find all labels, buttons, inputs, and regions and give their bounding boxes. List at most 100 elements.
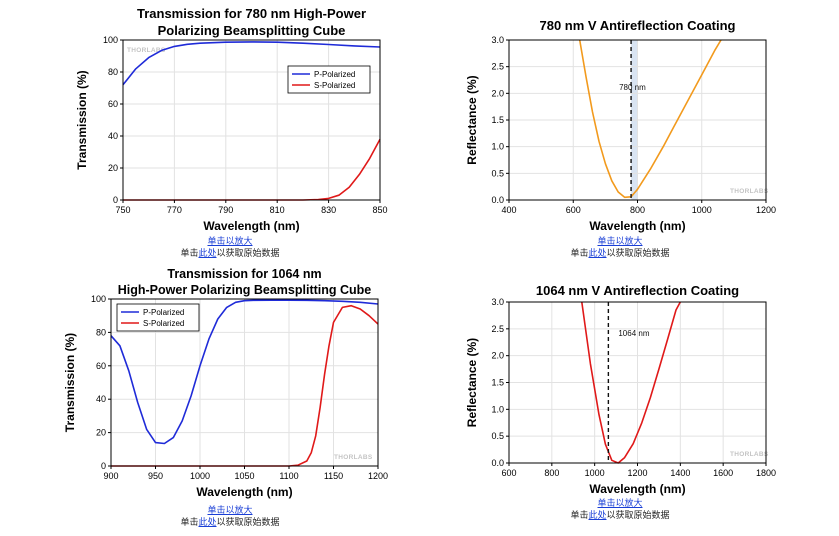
raw-data-link[interactable]: 此处 — [198, 249, 217, 259]
y-tick-label: 2.5 — [491, 324, 504, 334]
chart-title: Transmission for 780 nm High-Power — [137, 6, 366, 21]
chart-3: THORLABS 900 950 1000 1050 1100 1150 1200 0 20 40 6… — [63, 267, 388, 499]
legend-box — [287, 65, 371, 94]
y-tick-label: 0.5 — [491, 431, 504, 441]
legend: P-Polarized S-Polarized — [116, 303, 200, 332]
legend-box — [116, 303, 200, 332]
y-tick-label: 0 — [101, 461, 106, 471]
raw-data-suffix: 以获取原始数据 — [216, 518, 280, 528]
y-tick-label: 2.0 — [491, 88, 504, 98]
raw-data-link[interactable]: 此处 — [198, 518, 217, 528]
chart-1-links: 单击以放大 单击此处以获取原始数据 — [160, 236, 300, 260]
raw-data-link[interactable]: 此处 — [588, 249, 607, 259]
y-tick-label: 100 — [103, 35, 118, 45]
legend-label: S-Polarized — [143, 319, 184, 328]
raw-data-suffix: 以获取原始数据 — [606, 511, 670, 521]
legend: P-Polarized S-Polarized — [287, 65, 371, 94]
chart-4: THORLABS 1064 nm 600 800 1000 1200 1400 1600 180… — [465, 283, 776, 496]
watermark: THORLABS — [730, 451, 769, 458]
series-line-1 — [581, 301, 682, 464]
y-tick-label: 0 — [113, 195, 118, 205]
x-tick-label: 600 — [566, 205, 581, 215]
x-tick-label: 790 — [218, 205, 233, 215]
x-axis-label: Wavelength (nm) — [203, 219, 299, 233]
y-axis-label: Transmission (%) — [63, 333, 77, 432]
x-tick-label: 1000 — [190, 471, 210, 481]
y-axis-label: Reflectance (%) — [465, 75, 479, 164]
chart-2-links: 单击以放大 单击此处以获取原始数据 — [550, 236, 690, 260]
chart-title: High-Power Polarizing Beamsplitting Cube — [118, 283, 372, 297]
chart-title: 780 nm V Antireflection Coating — [540, 18, 736, 33]
chart-2: THORLABS 780 nm 400 600 800 1000 1200 0.0 0.5 1.0… — [465, 18, 776, 233]
plot-frame — [122, 39, 381, 201]
y-tick-label: 20 — [108, 163, 118, 173]
chart-title: Transmission for 1064 nm — [167, 267, 321, 281]
chart-4-links: 单击以放大 单击此处以获取原始数据 — [550, 498, 690, 522]
legend-label: P-Polarized — [143, 308, 184, 317]
y-tick-label: 1.0 — [491, 142, 504, 152]
x-tick-label: 810 — [270, 205, 285, 215]
zoom-link[interactable]: 单击以放大 — [207, 237, 253, 247]
series-line-1 — [110, 299, 379, 445]
x-tick-label: 400 — [501, 205, 516, 215]
x-tick-label: 750 — [115, 205, 130, 215]
x-tick-label: 1200 — [627, 468, 647, 478]
watermark: THORLABS — [127, 47, 166, 54]
raw-data-prefix: 单击 — [180, 249, 199, 259]
x-tick-label: 1100 — [279, 471, 298, 481]
chart-title: 1064 nm V Antireflection Coating — [536, 283, 739, 298]
y-tick-label: 20 — [96, 428, 106, 438]
y-axis-label: Transmission (%) — [75, 70, 89, 169]
y-tick-label: 1.5 — [491, 378, 504, 388]
y-tick-label: 3.0 — [491, 35, 504, 45]
y-tick-label: 0.5 — [491, 168, 504, 178]
y-tick-label: 40 — [108, 131, 118, 141]
y-tick-label: 0.0 — [491, 458, 504, 468]
raw-data-prefix: 单击 — [570, 249, 589, 259]
y-tick-label: 2.0 — [491, 351, 504, 361]
legend-label: S-Polarized — [314, 81, 355, 90]
y-tick-label: 60 — [108, 99, 118, 109]
raw-data-prefix: 单击 — [180, 518, 199, 528]
raw-data-link[interactable]: 此处 — [588, 511, 607, 521]
x-axis-label: Wavelength (nm) — [589, 219, 685, 233]
zoom-link[interactable]: 单击以放大 — [207, 506, 253, 516]
y-tick-label: 3.0 — [491, 297, 504, 307]
y-tick-label: 80 — [96, 327, 106, 337]
marker-label: 780 nm — [619, 83, 646, 92]
y-axis-label: Reflectance (%) — [465, 338, 479, 427]
x-tick-label: 1400 — [670, 468, 690, 478]
raw-data-prefix: 单击 — [570, 511, 589, 521]
chart-3-links: 单击以放大 单击此处以获取原始数据 — [160, 505, 300, 529]
zoom-link[interactable]: 单击以放大 — [597, 499, 643, 509]
zoom-link[interactable]: 单击以放大 — [597, 237, 643, 247]
x-tick-label: 950 — [148, 471, 163, 481]
x-tick-label: 1600 — [713, 468, 733, 478]
x-tick-label: 900 — [103, 471, 118, 481]
x-tick-label: 800 — [630, 205, 645, 215]
x-tick-label: 1000 — [585, 468, 605, 478]
x-tick-label: 1200 — [368, 471, 388, 481]
x-tick-label: 600 — [501, 468, 516, 478]
x-tick-label: 830 — [321, 205, 336, 215]
plot-area — [123, 40, 380, 200]
x-axis-label: Wavelength (nm) — [196, 485, 292, 499]
x-tick-label: 1150 — [324, 471, 343, 481]
watermark: THORLABS — [334, 454, 373, 461]
y-tick-label: 1.5 — [491, 115, 504, 125]
y-tick-label: 60 — [96, 361, 106, 371]
y-tick-label: 2.5 — [491, 62, 504, 72]
series-line-1 — [122, 41, 381, 86]
x-tick-label: 770 — [167, 205, 182, 215]
watermark: THORLABS — [730, 188, 769, 195]
x-tick-label: 1200 — [756, 205, 776, 215]
x-tick-label: 1050 — [234, 471, 254, 481]
marker-label: 1064 nm — [618, 329, 649, 338]
chart-1: THORLABS 750 770 790 810 830 850 0 20 40 60 80 100 Wa… — [75, 6, 388, 233]
raw-data-suffix: 以获取原始数据 — [216, 249, 280, 259]
x-tick-label: 1800 — [756, 468, 776, 478]
raw-data-suffix: 以获取原始数据 — [606, 249, 670, 259]
x-tick-label: 850 — [372, 205, 387, 215]
y-tick-label: 0.0 — [491, 195, 504, 205]
